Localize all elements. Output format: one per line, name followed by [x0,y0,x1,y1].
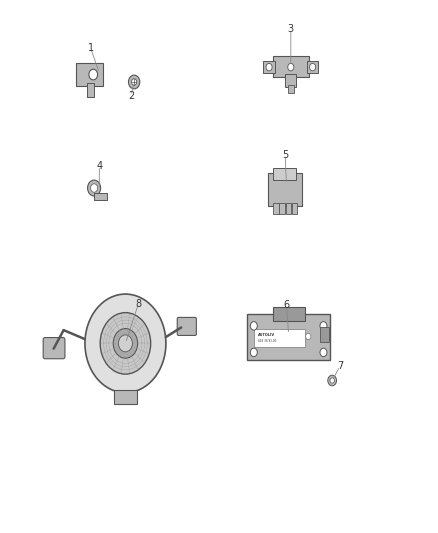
FancyBboxPatch shape [307,61,318,73]
Circle shape [113,328,138,358]
FancyBboxPatch shape [254,328,305,346]
Circle shape [251,321,257,330]
Text: 6: 6 [283,300,290,310]
Circle shape [100,313,151,374]
FancyBboxPatch shape [288,85,294,93]
Circle shape [320,321,327,330]
FancyBboxPatch shape [320,327,328,342]
Circle shape [131,79,137,85]
FancyBboxPatch shape [94,193,107,200]
FancyBboxPatch shape [273,203,279,214]
Text: 5: 5 [282,150,288,160]
FancyBboxPatch shape [285,74,297,87]
Text: AUTOLIV: AUTOLIV [258,334,276,337]
FancyBboxPatch shape [286,203,291,214]
Circle shape [89,69,98,80]
FancyBboxPatch shape [292,203,297,214]
FancyBboxPatch shape [272,56,309,77]
FancyBboxPatch shape [114,390,137,404]
Text: 4: 4 [96,161,102,171]
FancyBboxPatch shape [263,61,275,73]
FancyBboxPatch shape [87,83,94,97]
Text: 7: 7 [337,361,343,371]
Circle shape [306,333,311,340]
FancyBboxPatch shape [273,168,296,180]
Text: 618 36 91-00: 618 36 91-00 [258,339,276,343]
Circle shape [91,184,98,192]
Circle shape [128,75,140,89]
FancyBboxPatch shape [177,317,196,335]
FancyBboxPatch shape [272,307,305,320]
FancyBboxPatch shape [279,203,285,214]
FancyBboxPatch shape [268,173,302,206]
Circle shape [310,63,316,71]
FancyBboxPatch shape [76,63,103,86]
Circle shape [328,375,336,386]
FancyBboxPatch shape [43,337,65,359]
Text: 3: 3 [288,25,294,35]
Circle shape [251,348,257,357]
Text: 1: 1 [88,43,94,53]
Circle shape [88,180,101,196]
Circle shape [330,378,334,383]
Circle shape [266,63,272,71]
Circle shape [85,294,166,393]
FancyBboxPatch shape [247,314,330,360]
Circle shape [118,335,132,352]
Text: 8: 8 [135,298,141,309]
Circle shape [288,63,294,71]
Circle shape [320,348,327,357]
Text: 2: 2 [128,91,134,101]
